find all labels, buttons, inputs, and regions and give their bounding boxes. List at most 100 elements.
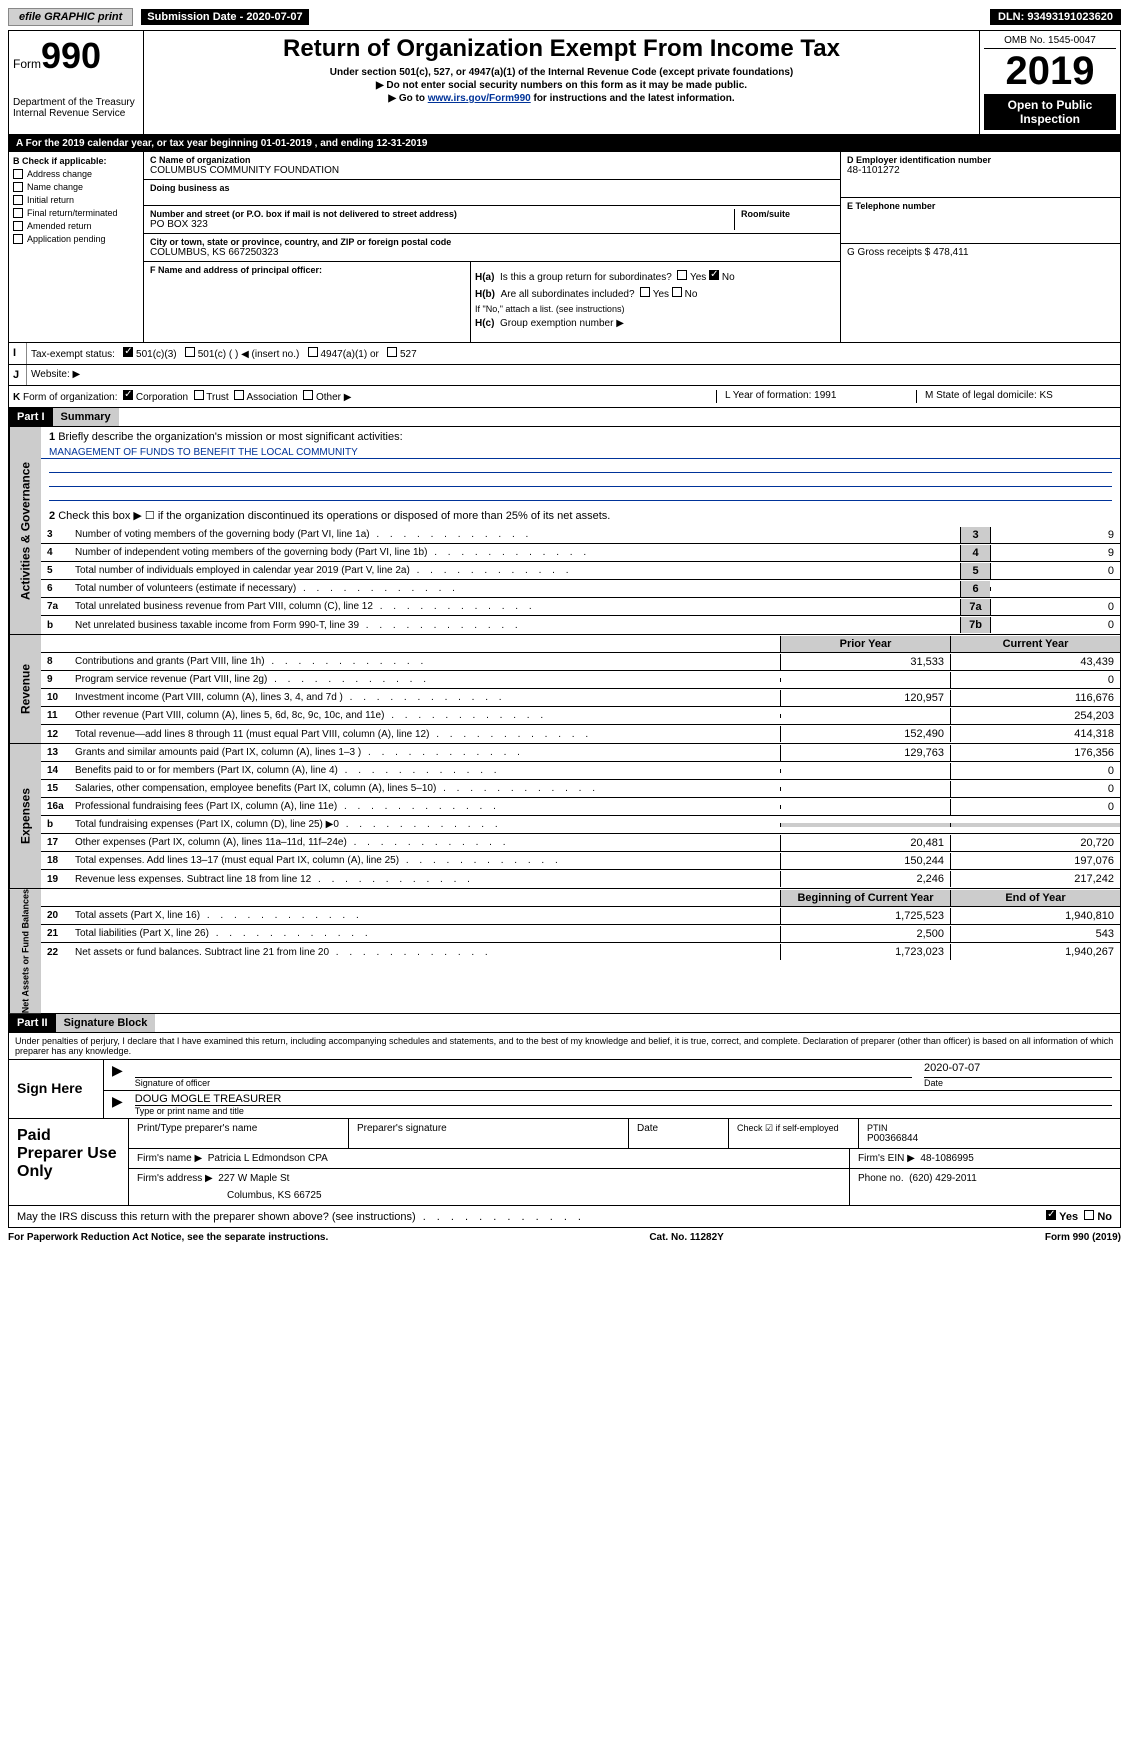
501c3-check[interactable] — [123, 347, 133, 357]
ha-text: Is this a group return for subordinates? — [500, 272, 672, 283]
c-label: C Name of organization — [150, 155, 834, 165]
firm-addr: 227 W Maple St — [218, 1173, 289, 1184]
end-year-header: End of Year — [950, 890, 1120, 906]
line2-text: Check this box ▶ ☐ if the organization d… — [58, 510, 610, 522]
footer-mid: Cat. No. 11282Y — [649, 1232, 723, 1243]
footer: For Paperwork Reduction Act Notice, see … — [8, 1228, 1121, 1247]
blank-line-3 — [49, 487, 1112, 501]
discuss-row: May the IRS discuss this return with the… — [8, 1206, 1121, 1228]
check-amended[interactable]: Amended return — [13, 221, 139, 231]
sig-officer-label: Signature of officer — [135, 1078, 912, 1088]
hb-text: Are all subordinates included? — [501, 289, 635, 300]
omb-number: OMB No. 1545-0047 — [984, 35, 1116, 49]
part2-header: Part II — [9, 1014, 56, 1032]
hc-text: Group exemption number ▶ — [500, 318, 624, 329]
expenses-vlabel: Expenses — [9, 744, 41, 888]
netassets-section: Net Assets or Fund Balances Beginning of… — [8, 889, 1121, 1014]
perjury-text: Under penalties of perjury, I declare th… — [8, 1033, 1121, 1060]
name-label: Type or print name and title — [135, 1106, 1112, 1116]
hb-no[interactable] — [672, 287, 682, 297]
gov-line-6: 6 Total number of volunteers (estimate i… — [41, 580, 1120, 598]
ha-no[interactable] — [709, 270, 719, 280]
blank-line-1 — [49, 459, 1112, 473]
sign-section: Sign Here ▶ Signature of officer 2020-07… — [8, 1060, 1121, 1119]
sig-date: 2020-07-07 — [924, 1062, 1112, 1078]
line-14: 14 Benefits paid to or for members (Part… — [41, 762, 1120, 780]
irs-link[interactable]: www.irs.gov/Form990 — [428, 93, 531, 104]
top-bar: efile GRAPHIC print Submission Date - 20… — [8, 8, 1121, 26]
revenue-section: Revenue Prior Year Current Year 8 Contri… — [8, 635, 1121, 744]
preparer-date-label: Date — [629, 1119, 729, 1148]
ha-yes[interactable] — [677, 270, 687, 280]
preparer-sig-label: Preparer's signature — [349, 1119, 629, 1148]
officer-name: DOUG MOGLE TREASURER — [135, 1093, 1112, 1106]
line-8: 8 Contributions and grants (Part VIII, l… — [41, 653, 1120, 671]
ptin-label: PTIN — [867, 1123, 1112, 1133]
form-title: Return of Organization Exempt From Incom… — [148, 35, 975, 63]
form-subtitle-3: ▶ Go to www.irs.gov/Form990 for instruct… — [148, 93, 975, 104]
row-j: J Website: ▶ — [8, 365, 1121, 386]
line-13: 13 Grants and similar amounts paid (Part… — [41, 744, 1120, 762]
trust-check[interactable] — [194, 390, 204, 400]
firm-name-label: Firm's name ▶ — [137, 1153, 202, 1164]
check-final[interactable]: Final return/terminated — [13, 208, 139, 218]
form-subtitle-1: Under section 501(c), 527, or 4947(a)(1)… — [148, 67, 975, 78]
phone-label: Phone no. — [858, 1173, 904, 1184]
line-15: 15 Salaries, other compensation, employe… — [41, 780, 1120, 798]
mission-text: MANAGEMENT OF FUNDS TO BENEFIT THE LOCAL… — [41, 447, 1120, 459]
sign-here-label: Sign Here — [9, 1060, 104, 1118]
assoc-check[interactable] — [234, 390, 244, 400]
firm-name: Patricia L Edmondson CPA — [208, 1153, 328, 1164]
discuss-no[interactable] — [1084, 1210, 1094, 1220]
expenses-section: Expenses 13 Grants and similar amounts p… — [8, 744, 1121, 889]
firm-addr-label: Firm's address ▶ — [137, 1173, 213, 1184]
section-a-taxyear: A For the 2019 calendar year, or tax yea… — [8, 135, 1121, 152]
check-name[interactable]: Name change — [13, 182, 139, 192]
gov-line-3: 3 Number of voting members of the govern… — [41, 526, 1120, 544]
line-21: 21 Total liabilities (Part X, line 26) 2… — [41, 925, 1120, 943]
d-label: D Employer identification number — [847, 155, 1114, 165]
city-label: City or town, state or province, country… — [150, 237, 834, 247]
tax-year: 2019 — [984, 49, 1116, 94]
line-20: 20 Total assets (Part X, line 16) 1,725,… — [41, 907, 1120, 925]
hb-yes[interactable] — [640, 287, 650, 297]
governance-vlabel: Activities & Governance — [9, 427, 41, 634]
other-check[interactable] — [303, 390, 313, 400]
street-value: PO BOX 323 — [150, 219, 734, 230]
ein-value: 48-1101272 — [847, 165, 1114, 176]
firm-city: Columbus, KS 66725 — [137, 1190, 841, 1201]
501c-check[interactable] — [185, 347, 195, 357]
website-label: Website: ▶ — [27, 365, 1120, 385]
part-2: Part IISignature Block — [8, 1014, 1121, 1033]
paid-label: Paid Preparer Use Only — [9, 1119, 129, 1205]
line-17: 17 Other expenses (Part IX, column (A), … — [41, 834, 1120, 852]
goto-prefix: ▶ Go to — [388, 93, 427, 104]
revenue-vlabel: Revenue — [9, 635, 41, 743]
corp-check[interactable] — [123, 390, 133, 400]
date-label: Date — [924, 1078, 1112, 1088]
arrow-icon-2: ▶ — [112, 1093, 123, 1116]
discuss-yes[interactable] — [1046, 1210, 1056, 1220]
line-12: 12 Total revenue—add lines 8 through 11 … — [41, 725, 1120, 743]
dln: DLN: 93493191023620 — [990, 9, 1121, 25]
prior-year-header: Prior Year — [780, 636, 950, 652]
footer-right: Form 990 (2019) — [1045, 1232, 1121, 1243]
4947-check[interactable] — [308, 347, 318, 357]
efile-button[interactable]: efile GRAPHIC print — [8, 8, 133, 26]
m-state: M State of legal domicile: KS — [916, 390, 1116, 403]
527-check[interactable] — [387, 347, 397, 357]
gov-line-5: 5 Total number of individuals employed i… — [41, 562, 1120, 580]
check-address[interactable]: Address change — [13, 169, 139, 179]
submission-date: Submission Date - 2020-07-07 — [141, 9, 308, 25]
line-18: 18 Total expenses. Add lines 13–17 (must… — [41, 852, 1120, 870]
check-pending[interactable]: Application pending — [13, 234, 139, 244]
form-subtitle-2: ▶ Do not enter social security numbers o… — [148, 80, 975, 91]
blank-line-2 — [49, 473, 1112, 487]
firm-ein: 48-1086995 — [920, 1153, 973, 1164]
dba-label: Doing business as — [150, 183, 834, 193]
section-a: B Check if applicable: Address change Na… — [8, 152, 1121, 343]
gov-line-7a: 7a Total unrelated business revenue from… — [41, 598, 1120, 616]
check-initial[interactable]: Initial return — [13, 195, 139, 205]
gov-line-4: 4 Number of independent voting members o… — [41, 544, 1120, 562]
self-employed-check[interactable]: Check ☑ if self-employed — [729, 1119, 859, 1148]
